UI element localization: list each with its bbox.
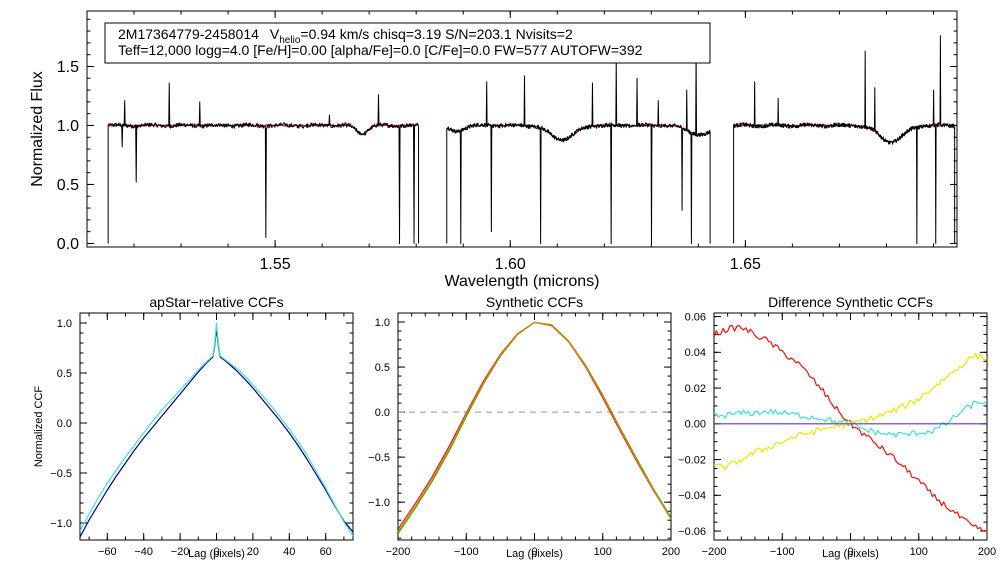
y-tick-label: 0.5	[57, 368, 72, 380]
observed-spectrum-line	[733, 35, 956, 244]
x-tick-label: 0	[847, 546, 853, 558]
ccf-series-cyan	[714, 400, 987, 438]
y-tick-label: 0.5	[375, 362, 390, 374]
y-tick-label: 0.00	[685, 419, 706, 431]
x-axis-label: Lag (pixels)	[822, 548, 879, 560]
panel-title: Synthetic CCFs	[486, 294, 583, 310]
x-tick-label: −100	[770, 546, 795, 558]
y-tick-label: 1.0	[375, 317, 390, 329]
x-tick-label: −20	[171, 546, 190, 558]
x-tick-label: 1.60	[495, 256, 526, 273]
y-tick-label: 0.0	[375, 407, 390, 419]
y-tick-label: 1.0	[57, 118, 79, 135]
ccf-series-red	[714, 324, 987, 532]
ccf-series-cyan	[80, 322, 353, 537]
y-axis-label: Normalized Flux	[29, 71, 46, 187]
x-tick-label: 0	[531, 546, 537, 558]
y-tick-label: −0.5	[368, 452, 390, 464]
observed-spectrum-line	[107, 82, 420, 244]
spectrum-plot-area	[107, 35, 956, 244]
y-tick-label: 0.0	[57, 236, 79, 253]
plot-frame	[397, 312, 672, 541]
x-tick-label: −60	[98, 546, 117, 558]
x-tick-label: 20	[247, 546, 259, 558]
x-tick-label: 40	[283, 546, 295, 558]
y-tick-label: 0.04	[685, 347, 706, 359]
plot-frame	[79, 312, 354, 541]
observed-spectrum-line	[446, 49, 711, 244]
x-axis-label: Lag (pixels)	[188, 548, 245, 560]
x-tick-label: 60	[320, 546, 332, 558]
x-tick-label: 1.55	[260, 256, 291, 273]
x-axis-label: Wavelength (microns)	[444, 273, 599, 290]
x-tick-label: 200	[978, 546, 996, 558]
header-line-2: Teff=12,000 logg=4.0 [Fe/H]=0.00 [alpha/…	[118, 42, 643, 58]
panel-title: apStar−relative CCFs	[149, 294, 283, 310]
y-tick-label: −0.02	[678, 454, 706, 466]
y-tick-label: −1.0	[368, 497, 390, 509]
header-box	[104, 22, 711, 64]
x-tick-label: −200	[386, 546, 411, 558]
ccf-series-yellow	[714, 352, 987, 470]
plot-frame	[713, 312, 988, 541]
y-tick-label: 1.0	[57, 318, 72, 330]
y-tick-label: −0.06	[678, 526, 706, 538]
x-tick-label: −200	[702, 546, 727, 558]
y-tick-label: 0.02	[685, 383, 706, 395]
plot-frame	[86, 10, 958, 248]
spectrum-panel: 2M17364779-2458014 Vhelio=0.94 km/s chisq…	[29, 10, 958, 290]
star-id: 2M17364779-2458014	[118, 26, 259, 42]
y-tick-label: 0.0	[57, 418, 72, 430]
vhelio-subscript: helio	[279, 35, 301, 46]
x-tick-label: 0	[213, 546, 219, 558]
y-tick-label: −1.0	[50, 518, 72, 530]
y-tick-label: −0.04	[678, 490, 706, 502]
header-line-1-stats: =0.94 km/s chisq=3.19 S/N=203.1 Nvisits=…	[300, 26, 573, 42]
y-tick-label: −0.5	[50, 468, 72, 480]
difference-ccf-panel: −200 −100 0 100 200 −0.06 −0.04 −0.02 0.00 0.02 0.…	[678, 294, 996, 560]
x-tick-label: 1.65	[730, 256, 761, 273]
header-line-1: 2M17364779-2458014 Vhelio=0.94 km/s chisq…	[118, 26, 573, 46]
x-axis-label: Lag (pixels)	[506, 548, 563, 560]
x-tick-label: 200	[662, 546, 680, 558]
ccf-series-orange	[398, 321, 671, 533]
panel-title: Difference Synthetic CCFs	[768, 294, 933, 310]
y-tick-label: 0.06	[685, 311, 706, 323]
y-tick-label: 0.5	[57, 177, 79, 194]
y-tick-label: 1.5	[57, 59, 79, 76]
x-tick-label: 100	[594, 546, 612, 558]
x-tick-label: −40	[134, 546, 153, 558]
y-axis-label: Normalized CCF	[33, 386, 45, 468]
apstar-ccf-panel: −60 −40 −20 0 20 40 60 −1.0 −0.5 0.0 0.5 1.0 Lag (pi…	[33, 294, 354, 560]
synthetic-ccf-panel: −200 −100 0 100 200 −1.0 −0.5 0.0 0.5 1.0 Lag (pix…	[368, 294, 680, 560]
x-tick-label: −100	[454, 546, 479, 558]
vhelio-symbol: V	[270, 26, 280, 42]
x-tick-label: 100	[910, 546, 928, 558]
